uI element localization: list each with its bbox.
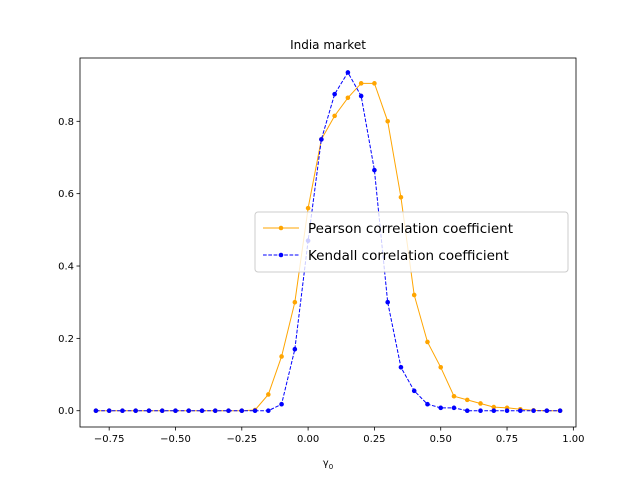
x-axis-label-main: γ bbox=[323, 458, 329, 469]
data-point bbox=[279, 401, 284, 407]
legend-marker bbox=[278, 225, 284, 231]
data-point bbox=[292, 346, 298, 352]
y-tick-label: 0.6 bbox=[58, 189, 74, 200]
data-point bbox=[491, 404, 497, 410]
data-point bbox=[186, 408, 192, 414]
data-point bbox=[425, 401, 430, 407]
data-point bbox=[93, 408, 99, 414]
data-point bbox=[133, 408, 139, 414]
x-tick-label: 0.50 bbox=[430, 434, 452, 445]
chart-title: India market bbox=[290, 38, 366, 52]
data-point bbox=[411, 292, 417, 298]
data-point bbox=[557, 408, 563, 414]
data-point bbox=[491, 408, 497, 414]
data-point bbox=[106, 408, 112, 414]
legend: Pearson correlation coefficient Kendall c… bbox=[254, 211, 569, 273]
data-point bbox=[266, 392, 271, 397]
data-point bbox=[451, 393, 457, 399]
data-point bbox=[345, 70, 351, 75]
y-axis: 0.0 0.2 0.4 0.6 0.8 bbox=[58, 117, 80, 417]
data-point bbox=[464, 408, 470, 414]
data-point bbox=[451, 405, 457, 411]
data-point bbox=[531, 408, 536, 414]
data-point bbox=[438, 365, 444, 370]
data-point bbox=[358, 93, 364, 99]
x-tick-label: 0.75 bbox=[496, 434, 518, 445]
x-axis-label-subscript: 0 bbox=[329, 463, 333, 471]
y-tick-label: 0.4 bbox=[58, 262, 74, 273]
data-point bbox=[385, 119, 390, 124]
data-point bbox=[411, 388, 417, 394]
data-point bbox=[120, 408, 125, 414]
data-point bbox=[478, 401, 483, 406]
legend-label: Kendall correlation coefficient bbox=[308, 248, 509, 264]
data-point bbox=[159, 408, 165, 414]
series-kendall bbox=[93, 70, 563, 414]
data-point bbox=[358, 81, 364, 86]
series-layer bbox=[93, 70, 563, 414]
data-point bbox=[385, 299, 390, 305]
data-point bbox=[292, 299, 298, 305]
x-tick-label: −0.50 bbox=[160, 434, 191, 445]
data-point bbox=[332, 91, 337, 97]
data-point bbox=[212, 408, 218, 414]
plot-frame bbox=[79, 57, 577, 428]
data-point bbox=[332, 113, 337, 119]
x-tick-label: 0.00 bbox=[297, 434, 319, 445]
y-tick-label: 0.8 bbox=[58, 117, 74, 128]
data-point bbox=[239, 408, 245, 414]
data-point bbox=[504, 408, 510, 414]
legend-marker bbox=[278, 252, 284, 258]
legend-box bbox=[254, 211, 569, 273]
data-point bbox=[372, 81, 377, 86]
x-tick-label: −0.75 bbox=[94, 434, 125, 445]
x-tick-label: −0.25 bbox=[226, 434, 257, 445]
data-point bbox=[146, 408, 152, 414]
data-point bbox=[544, 408, 550, 414]
x-axis-label: γ0 bbox=[323, 458, 333, 471]
x-axis: −0.75 −0.50 −0.25 0.00 0.25 0.50 0.75 1.00 bbox=[94, 427, 584, 445]
y-tick-label: 0.2 bbox=[58, 334, 74, 345]
data-point bbox=[319, 137, 324, 142]
data-point bbox=[345, 95, 351, 101]
x-tick-label: 1.00 bbox=[562, 434, 584, 445]
data-point bbox=[199, 408, 205, 414]
data-point bbox=[425, 339, 430, 345]
x-tick-label: 0.25 bbox=[363, 434, 385, 445]
legend-label: Pearson correlation coefficient bbox=[308, 221, 513, 237]
data-point bbox=[279, 354, 284, 359]
data-point bbox=[438, 405, 444, 411]
data-point bbox=[398, 194, 404, 200]
y-tick-label: 0.0 bbox=[58, 406, 74, 417]
data-point bbox=[305, 205, 311, 211]
data-point bbox=[252, 408, 258, 414]
data-point bbox=[517, 408, 523, 414]
data-point bbox=[478, 408, 483, 414]
data-point bbox=[464, 397, 470, 403]
data-point bbox=[266, 408, 271, 414]
data-point bbox=[226, 408, 231, 414]
data-point bbox=[372, 167, 377, 173]
data-point bbox=[173, 408, 178, 414]
data-point bbox=[398, 365, 404, 370]
